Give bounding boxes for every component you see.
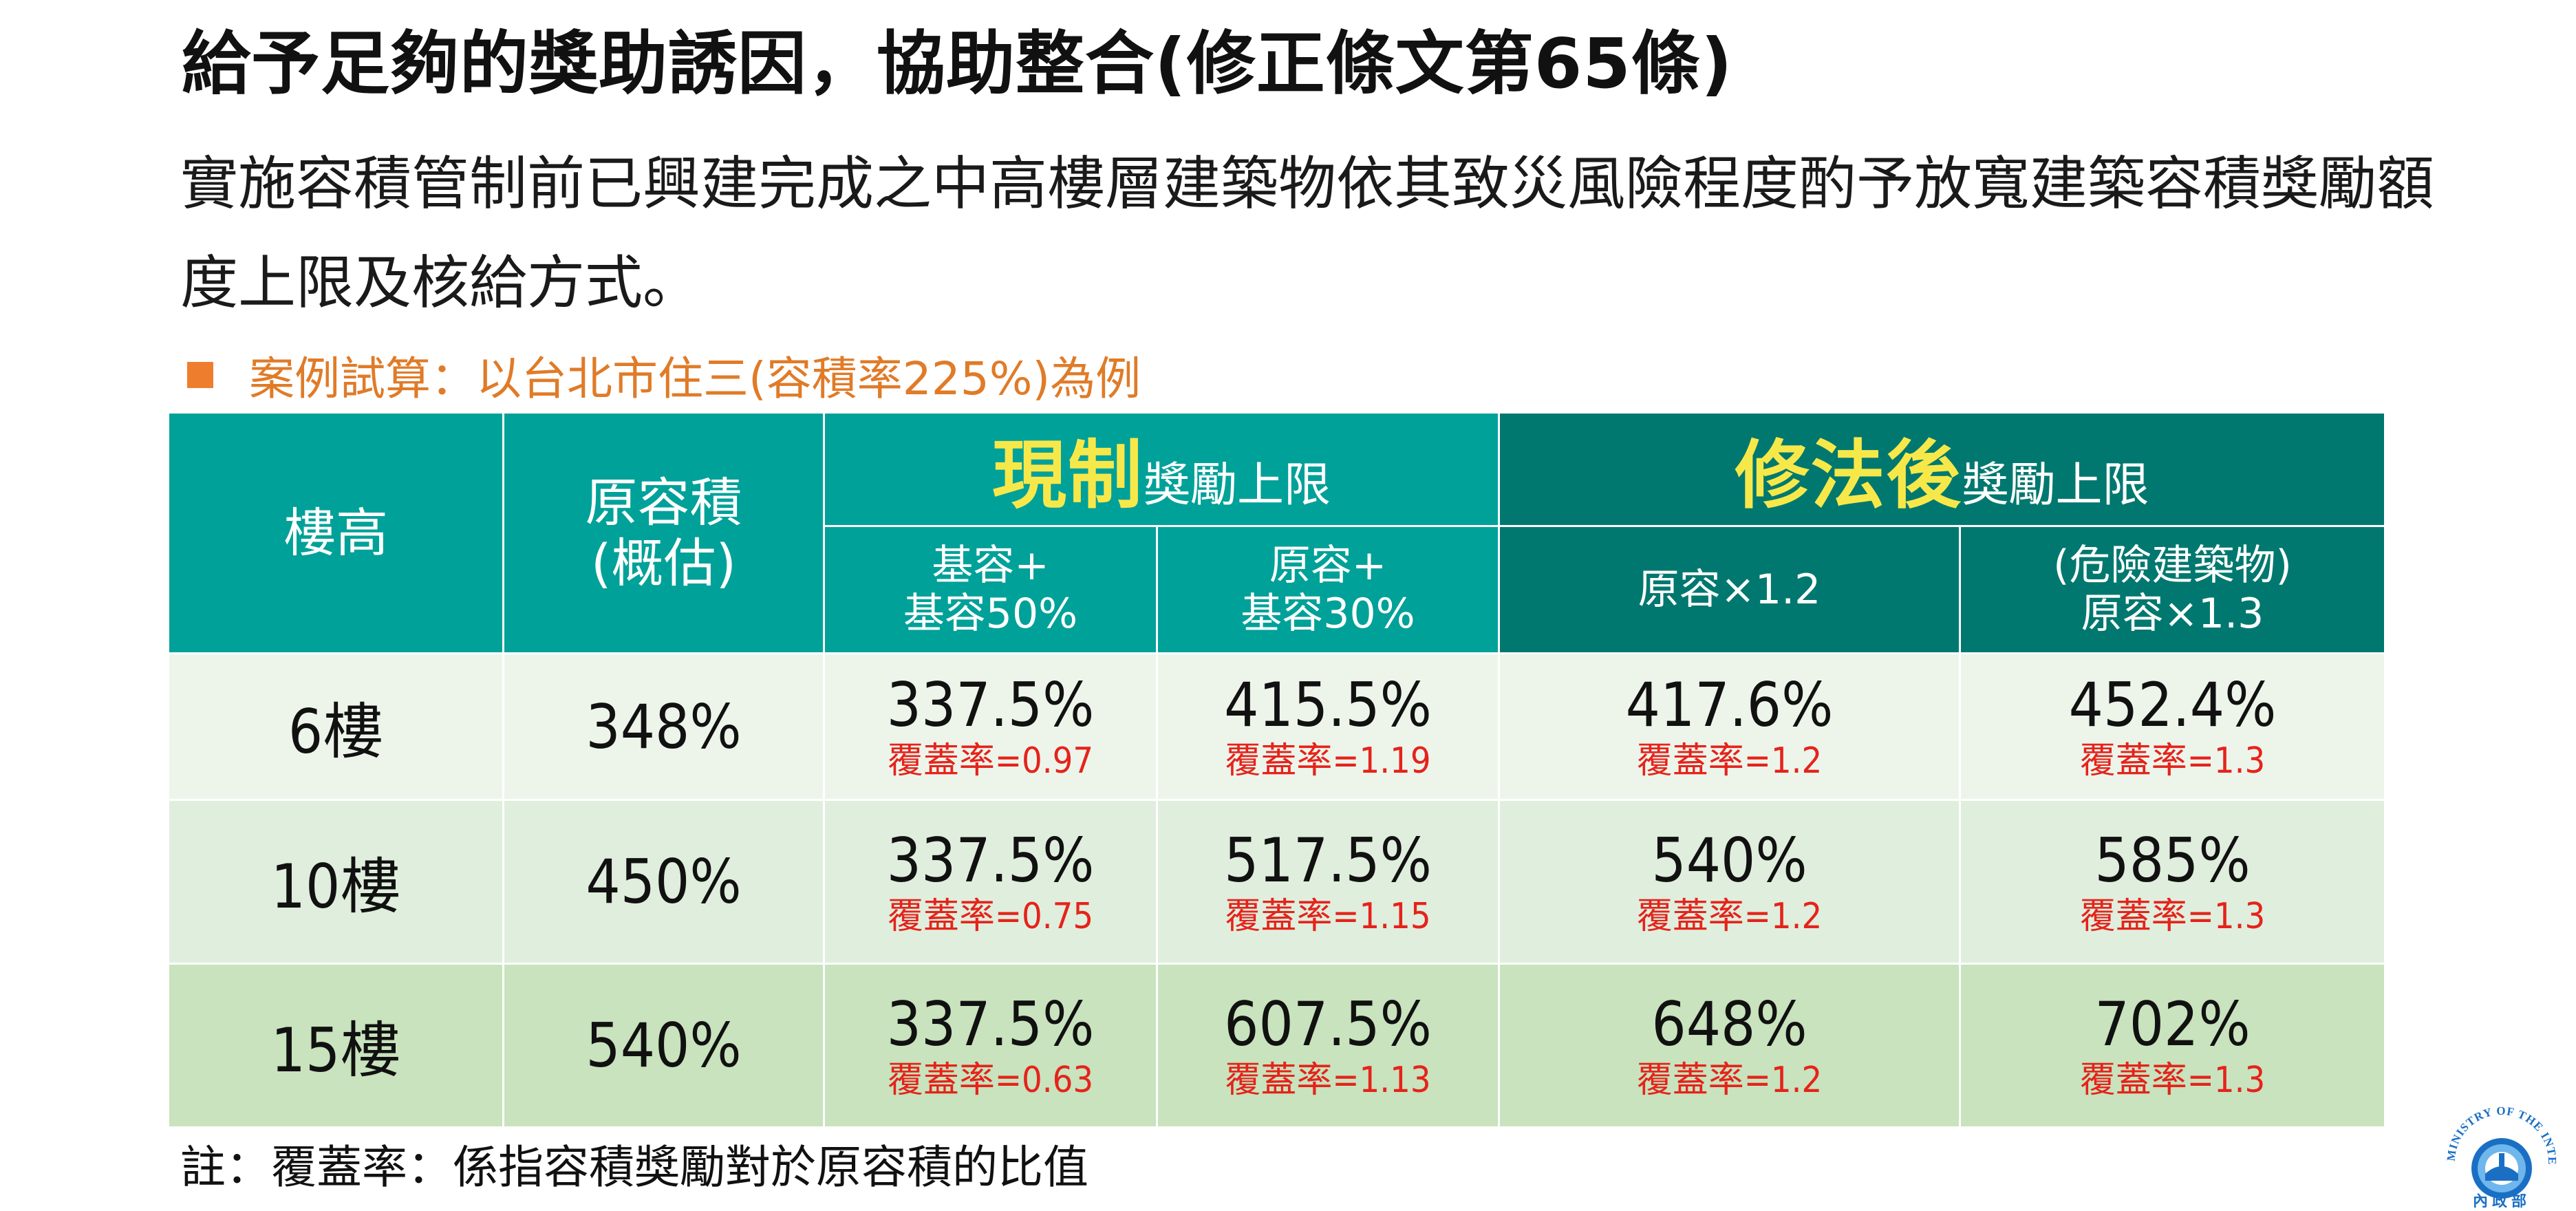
floor-cell: 6樓 xyxy=(167,652,504,801)
header-current-big: 現制 xyxy=(991,433,1144,519)
header-amended-small: 獎勵上限 xyxy=(1962,458,2149,513)
amended-a-cell: 648% 覆蓋率=1.2 xyxy=(1498,963,1961,1128)
current-b-cell: 607.5% 覆蓋率=1.13 xyxy=(1156,963,1500,1128)
table-row: 6樓 348% 337.5% 覆蓋率=0.97 415.5% 覆蓋率=1.19 41… xyxy=(167,652,2386,801)
current-a-cell: 337.5% 覆蓋率=0.97 xyxy=(823,652,1158,801)
case-example-text: 案例試算：以台北市住三(容積率225%)為例 xyxy=(249,352,1141,405)
bonus-comparison-table: 樓高 原容積 (概估) 現制獎勵上限 修法後獎勵上限 基容+ 基容50% 原容+… xyxy=(167,411,2386,1128)
current-b-cell: 415.5% 覆蓋率=1.19 xyxy=(1156,652,1500,801)
current-a-cell: 337.5% 覆蓋率=0.75 xyxy=(823,799,1158,965)
logo-bottom-text: 內政部 xyxy=(2473,1192,2531,1210)
case-example-line: 案例試算：以台北市住三(容積率225%)為例 xyxy=(187,341,1141,409)
amended-a-cell: 417.6% 覆蓋率=1.2 xyxy=(1498,652,1961,801)
table-row: 15樓 540% 337.5% 覆蓋率=0.63 607.5% 覆蓋率=1.13 6… xyxy=(167,963,2386,1128)
header-amended-big: 修法後 xyxy=(1735,433,1962,519)
amended-b-cell: 452.4% 覆蓋率=1.3 xyxy=(1959,652,2386,801)
original-cell: 450% xyxy=(502,799,825,965)
current-a-cell: 337.5% 覆蓋率=0.63 xyxy=(823,963,1158,1128)
intro-paragraph: 實施容積管制前已興建完成之中高樓層建築物依其致災風險程度酌予放寬建築容積獎勵額度… xyxy=(180,150,2435,317)
header-current: 現制獎勵上限 xyxy=(823,411,1500,527)
square-bullet-icon xyxy=(187,362,213,388)
header-sub1: 基容+ 基容50% xyxy=(823,525,1158,654)
header-amended: 修法後獎勵上限 xyxy=(1498,411,2386,527)
header-sub2: 原容+ 基容30% xyxy=(1156,525,1500,654)
header-original-line1: 原容積 xyxy=(585,471,742,533)
current-b-cell: 517.5% 覆蓋率=1.15 xyxy=(1156,799,1500,965)
page-title: 給予足夠的獎助誘因，協助整合(修正條文第65條) xyxy=(182,23,1733,104)
amended-a-cell: 540% 覆蓋率=1.2 xyxy=(1498,799,1961,965)
floor-cell: 15樓 xyxy=(167,963,504,1128)
original-cell: 348% xyxy=(502,652,825,801)
ministry-of-interior-logo: MINISTRY OF THE INTERIOR 內政部 xyxy=(2441,1093,2558,1210)
header-current-small: 獎勵上限 xyxy=(1144,458,1331,513)
header-original-line2: (概估) xyxy=(590,532,737,594)
header-original: 原容積 (概估) xyxy=(502,411,825,654)
footnote: 註：覆蓋率：係指容積獎勵對於原容積的比值 xyxy=(180,1141,1088,1194)
amended-b-cell: 585% 覆蓋率=1.3 xyxy=(1959,799,2386,965)
amended-b-cell: 702% 覆蓋率=1.3 xyxy=(1959,963,2386,1128)
header-sub4: (危險建築物) 原容×1.3 xyxy=(1959,525,2386,654)
header-floor: 樓高 xyxy=(167,411,504,654)
original-cell: 540% xyxy=(502,963,825,1128)
table-row: 10樓 450% 337.5% 覆蓋率=0.75 517.5% 覆蓋率=1.15 5… xyxy=(167,799,2386,965)
header-sub3: 原容×1.2 xyxy=(1498,525,1961,654)
floor-cell: 10樓 xyxy=(167,799,504,965)
